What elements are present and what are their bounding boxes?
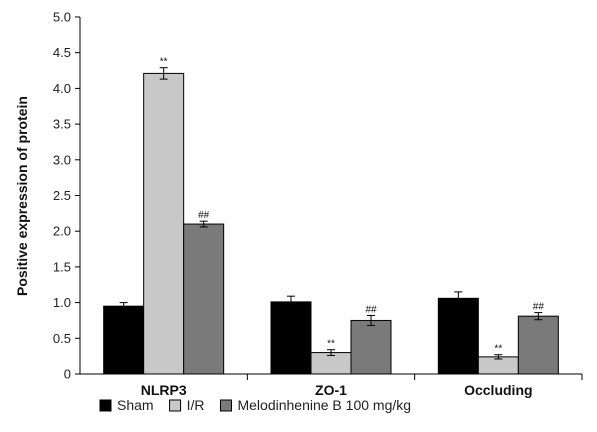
legend-label: Melodinhenine B 100 mg/kg <box>237 397 411 413</box>
y-tick-label: 0.5 <box>53 331 71 346</box>
x-tick-label: Occluding <box>464 382 532 398</box>
y-axis-title: Positive expression of protein <box>14 96 30 296</box>
bar <box>350 319 392 375</box>
x-tick-label: ZO-1 <box>315 382 347 398</box>
legend-label: Sham <box>117 397 154 413</box>
significance-label: ** <box>494 344 502 355</box>
bar <box>270 301 312 375</box>
bar <box>143 72 185 375</box>
y-tick-label: 3.5 <box>53 117 71 132</box>
significance-label: ## <box>365 304 377 315</box>
y-tick-label: 1.0 <box>53 295 71 310</box>
legend-swatch <box>169 399 182 412</box>
legend-swatch <box>219 399 232 412</box>
y-tick-label: 2.0 <box>53 224 71 239</box>
significance-label: ## <box>533 302 545 313</box>
legend-swatch <box>99 399 112 412</box>
legend-label: I/R <box>187 397 205 413</box>
y-tick-label: 3.0 <box>53 152 71 167</box>
y-tick-label: 1.5 <box>53 259 71 274</box>
y-tick-label: 0 <box>64 367 71 382</box>
y-tick-label: 2.5 <box>53 188 71 203</box>
x-tick-label: NLRP3 <box>141 382 187 398</box>
bar <box>183 223 225 375</box>
significance-label: ** <box>327 339 335 350</box>
y-tick-label: 5.0 <box>53 10 71 25</box>
bar <box>103 305 145 375</box>
bar <box>437 297 479 375</box>
y-tick-label: 4.5 <box>53 45 71 60</box>
y-tick-label: 4.0 <box>53 81 71 96</box>
bar <box>517 315 559 375</box>
significance-label: ** <box>160 57 168 68</box>
significance-label: ## <box>198 210 210 221</box>
